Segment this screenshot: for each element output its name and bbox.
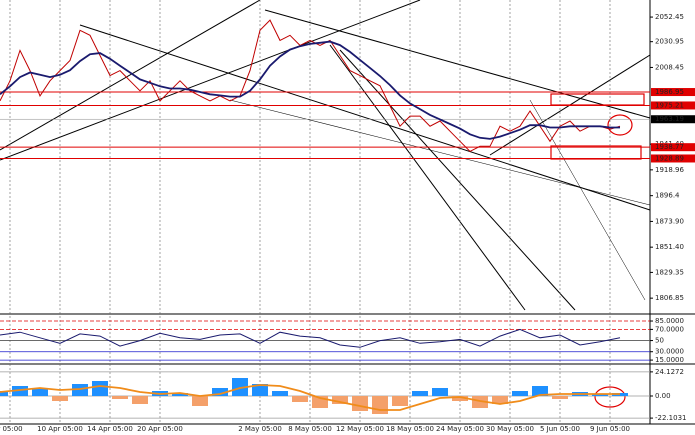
y-tick-label: 24.1272 [655, 368, 684, 376]
y-tick-label: -22.1031 [655, 414, 686, 422]
bar [0, 391, 8, 396]
trendline [79, 24, 651, 211]
y-tick-label: 50 [655, 337, 664, 345]
series-line [0, 384, 620, 411]
level-label-box [651, 143, 695, 152]
bar [512, 391, 528, 396]
bar [92, 381, 108, 396]
series-line [0, 19, 621, 153]
bar [332, 396, 348, 404]
level-label: 1938.77 [655, 143, 684, 151]
bar [232, 378, 248, 396]
y-tick-label: 1806.85 [655, 294, 684, 302]
y-tick-label: 1873.90 [655, 217, 684, 225]
bar [292, 396, 308, 402]
x-tick-label: 14 Apr 05:00 [87, 425, 133, 433]
trendline [0, 0, 261, 151]
bar [52, 396, 68, 401]
level-label: 1975.21 [655, 101, 684, 109]
x-tick-label: 8 May 05:00 [288, 425, 332, 433]
trendline [529, 99, 646, 301]
bar [132, 396, 148, 404]
y-tick-label: 1829.35 [655, 268, 684, 276]
x-tick-label: 10 Apr 05:00 [37, 425, 83, 433]
bar [372, 396, 388, 414]
series-line [0, 40, 620, 140]
y-tick-label: 70.0000 [655, 325, 684, 333]
trendline [229, 99, 651, 206]
y-tick-label: 2030.95 [655, 38, 684, 46]
last-price-box [651, 115, 695, 124]
y-tick-label: 2008.45 [655, 63, 684, 71]
level-label-box [651, 154, 695, 163]
highlight-circle [594, 386, 626, 408]
highlight-circle [607, 114, 633, 136]
bar [432, 388, 448, 396]
y-tick-label: 30.0000 [655, 348, 684, 356]
bar [392, 396, 408, 406]
trendline [329, 44, 526, 311]
bar [12, 386, 28, 396]
y-tick-label: 15.0000 [655, 356, 684, 364]
level-label: 1928.89 [655, 154, 684, 162]
bar [532, 386, 548, 396]
y-tick-label: 2052.45 [655, 13, 684, 21]
x-tick-label: 18 May 05:00 [386, 425, 434, 433]
series-line [0, 328, 621, 348]
bar [452, 396, 468, 401]
trendline [339, 49, 576, 311]
trendline [0, 0, 421, 161]
highlight-box [550, 145, 642, 160]
bar [412, 391, 428, 396]
y-tick-label: 1896.4 [655, 192, 680, 200]
bar [352, 396, 368, 411]
bar [592, 394, 608, 396]
x-tick-label: 5 Jun 05:00 [540, 425, 580, 433]
bar [472, 396, 488, 408]
bar [272, 391, 288, 396]
trendline [264, 9, 651, 119]
level-label-box [651, 101, 695, 110]
bar [492, 396, 508, 404]
x-tick-label: 9 Jun 05:00 [590, 425, 630, 433]
trendlines [0, 0, 651, 311]
bar [212, 388, 228, 396]
y-tick-label: 1851.40 [655, 243, 684, 251]
x-tick-label: 12 May 05:00 [336, 425, 384, 433]
bar [72, 384, 88, 396]
bar [252, 384, 268, 396]
y-tick-label: 1918.96 [655, 166, 684, 174]
x-tick-label: 2 May 05:00 [238, 425, 282, 433]
level-label-box [651, 88, 695, 97]
bar [192, 396, 208, 406]
y-tick-label: 85.0000 [655, 317, 684, 325]
x-tick-label: 30 May 05:00 [486, 425, 534, 433]
bar [552, 396, 568, 399]
x-tick-label: 24 May 05:00 [436, 425, 484, 433]
bar [32, 388, 48, 396]
y-tick-label: 0.00 [655, 392, 671, 400]
bar [112, 396, 128, 399]
bar [172, 393, 188, 396]
x-tick-label: 20 Apr 05:00 [137, 425, 183, 433]
x-tick-label: r 05:00 [0, 425, 23, 433]
level-label: 1986.95 [655, 88, 684, 96]
last-price-label: 1963.19 [655, 115, 684, 123]
